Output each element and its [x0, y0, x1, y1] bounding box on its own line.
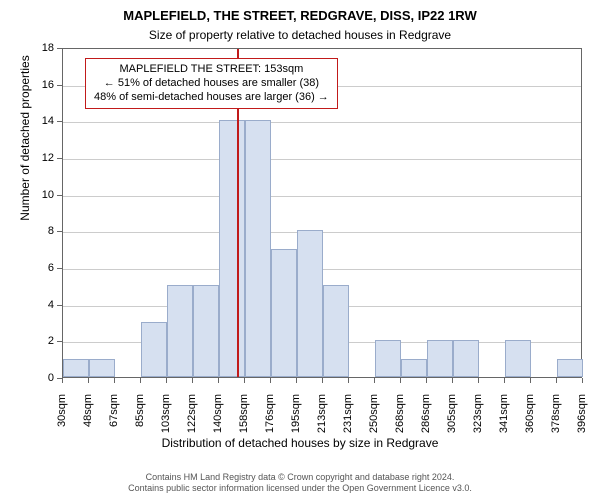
ytick-mark: [57, 85, 62, 86]
ytick-label: 10: [42, 189, 54, 201]
histogram-bar: [427, 340, 453, 377]
histogram-bar: [141, 322, 167, 377]
annotation-box: MAPLEFIELD THE STREET: 153sqm← 51% of de…: [85, 58, 338, 109]
ytick-label: 0: [48, 372, 54, 384]
histogram-bar: [297, 230, 323, 377]
xtick-label: 378sqm: [550, 394, 562, 444]
xtick-mark: [426, 378, 427, 383]
xtick-mark: [114, 378, 115, 383]
gridline: [63, 159, 581, 160]
annotation-line: ← 51% of detached houses are smaller (38…: [94, 77, 329, 91]
xtick-mark: [166, 378, 167, 383]
footer-line1: Contains HM Land Registry data © Crown c…: [0, 472, 600, 483]
xtick-label: 360sqm: [524, 394, 536, 444]
xtick-label: 396sqm: [576, 394, 588, 444]
annotation-line: MAPLEFIELD THE STREET: 153sqm: [94, 63, 329, 77]
xtick-mark: [218, 378, 219, 383]
xtick-label: 268sqm: [394, 394, 406, 444]
histogram-bar: [323, 285, 349, 377]
ytick-mark: [57, 231, 62, 232]
chart-title-sub: Size of property relative to detached ho…: [0, 28, 600, 42]
xtick-label: 213sqm: [316, 394, 328, 444]
y-axis-label: Number of detached properties: [18, 0, 32, 303]
annotation-line: 48% of semi-detached houses are larger (…: [94, 91, 329, 105]
xtick-label: 305sqm: [446, 394, 458, 444]
xtick-label: 286sqm: [420, 394, 432, 444]
histogram-bar: [167, 285, 193, 377]
xtick-label: 122sqm: [186, 394, 198, 444]
ytick-label: 8: [48, 225, 54, 237]
xtick-mark: [478, 378, 479, 383]
chart-title-main: MAPLEFIELD, THE STREET, REDGRAVE, DISS, …: [0, 8, 600, 23]
histogram-bar: [505, 340, 531, 377]
xtick-mark: [192, 378, 193, 383]
xtick-mark: [88, 378, 89, 383]
footer-line2: Contains public sector information licen…: [0, 483, 600, 494]
histogram-bar: [401, 359, 427, 377]
xtick-mark: [244, 378, 245, 383]
xtick-mark: [452, 378, 453, 383]
xtick-label: 323sqm: [472, 394, 484, 444]
xtick-mark: [322, 378, 323, 383]
ytick-label: 2: [48, 335, 54, 347]
xtick-mark: [400, 378, 401, 383]
xtick-label: 30sqm: [56, 394, 68, 444]
xtick-mark: [62, 378, 63, 383]
xtick-mark: [556, 378, 557, 383]
ytick-mark: [57, 121, 62, 122]
ytick-mark: [57, 195, 62, 196]
xtick-label: 140sqm: [212, 394, 224, 444]
histogram-bar: [63, 359, 89, 377]
ytick-label: 6: [48, 262, 54, 274]
xtick-mark: [140, 378, 141, 383]
xtick-mark: [296, 378, 297, 383]
ytick-mark: [57, 341, 62, 342]
histogram-bar: [245, 120, 271, 377]
xtick-label: 195sqm: [290, 394, 302, 444]
ytick-label: 12: [42, 152, 54, 164]
gridline: [63, 122, 581, 123]
gridline: [63, 196, 581, 197]
histogram-bar: [271, 249, 297, 377]
xtick-mark: [582, 378, 583, 383]
ytick-mark: [57, 305, 62, 306]
xtick-label: 176sqm: [264, 394, 276, 444]
xtick-label: 48sqm: [82, 394, 94, 444]
ytick-label: 16: [42, 79, 54, 91]
xtick-mark: [504, 378, 505, 383]
histogram-bar: [89, 359, 115, 377]
footer-note: Contains HM Land Registry data © Crown c…: [0, 472, 600, 495]
histogram-bar: [557, 359, 583, 377]
histogram-bar: [193, 285, 219, 377]
histogram-bar: [453, 340, 479, 377]
xtick-label: 85sqm: [134, 394, 146, 444]
xtick-mark: [530, 378, 531, 383]
xtick-label: 231sqm: [342, 394, 354, 444]
ytick-mark: [57, 268, 62, 269]
ytick-label: 14: [42, 115, 54, 127]
xtick-label: 158sqm: [238, 394, 250, 444]
xtick-label: 250sqm: [368, 394, 380, 444]
xtick-mark: [270, 378, 271, 383]
chart-container: MAPLEFIELD, THE STREET, REDGRAVE, DISS, …: [0, 0, 600, 500]
xtick-label: 341sqm: [498, 394, 510, 444]
xtick-label: 67sqm: [108, 394, 120, 444]
ytick-label: 4: [48, 299, 54, 311]
ytick-mark: [57, 158, 62, 159]
xtick-mark: [374, 378, 375, 383]
xtick-label: 103sqm: [160, 394, 172, 444]
ytick-mark: [57, 48, 62, 49]
xtick-mark: [348, 378, 349, 383]
histogram-bar: [375, 340, 401, 377]
histogram-bar: [219, 120, 245, 377]
ytick-label: 18: [42, 42, 54, 54]
